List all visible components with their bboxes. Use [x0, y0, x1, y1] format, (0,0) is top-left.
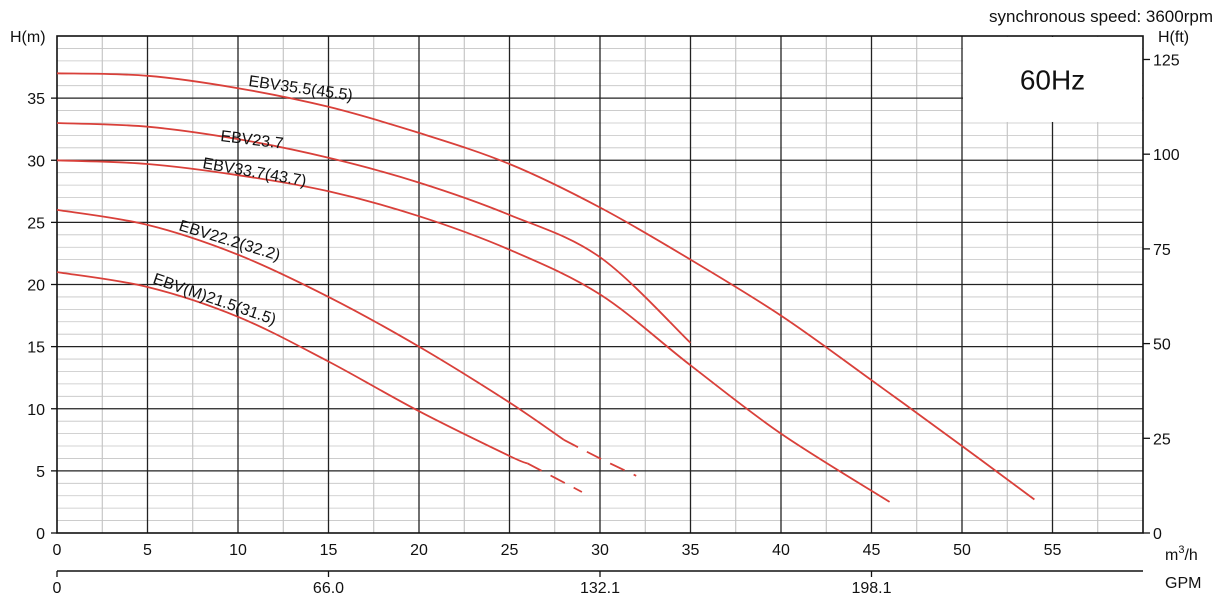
x-axis-label: m3/h: [1165, 544, 1198, 564]
y-tick-label: 0: [36, 526, 45, 543]
y2-tick-label: 125: [1153, 52, 1180, 69]
x-tick-label: 50: [953, 542, 971, 559]
y-tick-label: 30: [27, 153, 45, 170]
x-tick-label: 15: [320, 542, 338, 559]
curve-4-dashed: [563, 439, 637, 477]
curve-5: [56, 271, 528, 465]
performance-curves: [56, 72, 1035, 503]
x2-tick-label: 198.1: [851, 580, 891, 597]
y2-tick-label: 0: [1153, 526, 1162, 543]
curve-4: [56, 209, 565, 441]
x2-tick-label: 66.0: [313, 580, 344, 597]
speed-note: synchronous speed: 3600rpm: [989, 7, 1213, 26]
x-tick-label: 55: [1044, 542, 1062, 559]
frequency-badge-box: [963, 37, 1142, 122]
curve-1: [56, 72, 1035, 501]
curve-2: [56, 122, 692, 344]
x-axis-label-base: m: [1165, 547, 1178, 564]
x-tick-label: 30: [591, 542, 609, 559]
curve-5-dashed: [527, 462, 583, 493]
x-tick-label: 20: [410, 542, 428, 559]
axes: H(m) H(ft) GPM m3/h synchronous speed: 3…: [10, 7, 1213, 597]
x-tick-label: 40: [772, 542, 790, 559]
frequency-label: 60Hz: [1020, 64, 1085, 95]
x-tick-label: 10: [229, 542, 247, 559]
x2-axis-label: GPM: [1165, 575, 1201, 592]
y-tick-label: 10: [27, 402, 45, 419]
y2-tick-label: 100: [1153, 147, 1180, 164]
x2-tick-label: 132.1: [580, 580, 620, 597]
curve-3: [56, 159, 891, 503]
x-axis-label-tail: /h: [1184, 547, 1197, 564]
curve-labels: EBV35.5(45.5)EBV23.7EBV33.7(43.7)EBV22.2…: [151, 73, 354, 329]
y-axis-label: H(m): [10, 29, 46, 46]
curve-label-5: EBV(M)21.5(31.5): [151, 271, 278, 329]
y2-tick-label: 75: [1153, 242, 1171, 259]
y-tick-label: 35: [27, 91, 45, 108]
y-tick-label: 25: [27, 215, 45, 232]
x-tick-label: 5: [143, 542, 152, 559]
y-tick-label: 20: [27, 278, 45, 295]
x-tick-label: 45: [863, 542, 881, 559]
y2-axis-label: H(ft): [1158, 29, 1189, 46]
x-tick-label: 35: [682, 542, 700, 559]
x-tick-label: 0: [53, 542, 62, 559]
frequency-badge: 60Hz: [963, 37, 1142, 122]
x-tick-label: 25: [501, 542, 519, 559]
x2-tick-label: 0: [53, 580, 62, 597]
y-tick-label: 5: [36, 464, 45, 481]
x-axis-label-sup: 3: [1178, 544, 1184, 556]
y2-tick-label: 50: [1153, 337, 1171, 354]
y-tick-label: 15: [27, 340, 45, 357]
curve-label-2: EBV23.7: [220, 128, 285, 153]
y2-tick-label: 25: [1153, 431, 1171, 448]
